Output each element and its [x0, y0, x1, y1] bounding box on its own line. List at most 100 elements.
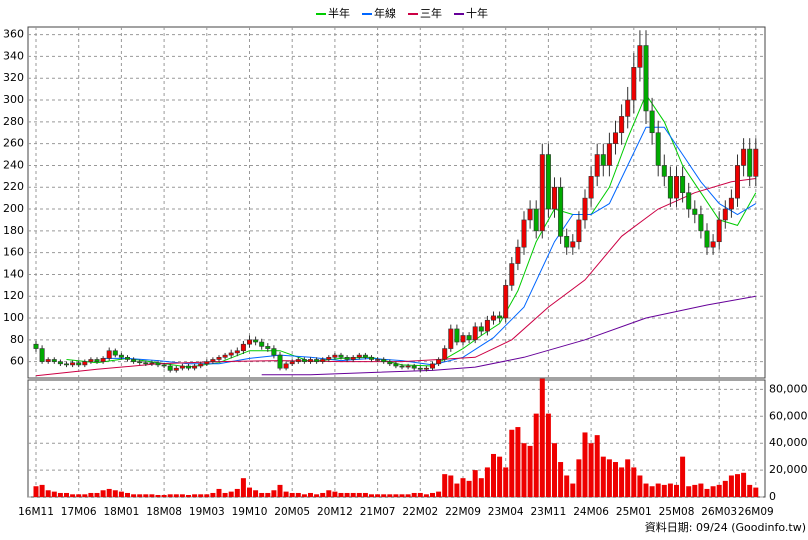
volume-bar: [503, 467, 509, 497]
volume-bar: [118, 491, 124, 497]
candle-body: [362, 354, 368, 358]
volume-bar: [112, 490, 118, 497]
y-tick-label: 340: [3, 49, 24, 62]
candle-body: [741, 148, 747, 166]
volume-bar: [94, 492, 100, 497]
volume-bar: [198, 494, 204, 497]
volume-bar: [411, 492, 417, 497]
candle-body: [600, 154, 606, 166]
y-tick-label: 80: [10, 333, 24, 346]
volume-bar: [173, 494, 179, 497]
candle-body: [588, 176, 594, 199]
candle-body: [728, 197, 734, 210]
volume-bar: [393, 494, 399, 497]
y-tick-label: 120: [3, 289, 24, 302]
candle-body: [655, 132, 661, 166]
candle-body: [51, 359, 57, 362]
volume-bar: [277, 484, 283, 497]
candle-body: [295, 359, 301, 362]
volume-bar: [680, 456, 686, 497]
legend-label: 半年: [328, 6, 350, 20]
x-tick-label: 22M09: [445, 506, 481, 518]
candle-body: [320, 359, 326, 362]
volume-bar: [204, 494, 210, 497]
volume-tick-label: 80,000: [769, 382, 808, 395]
price-panel: [27, 26, 766, 379]
candle-body: [375, 359, 381, 361]
candle-body: [411, 365, 417, 369]
candle-body: [454, 328, 460, 343]
legend-label: 年線: [374, 6, 396, 20]
x-tick-label: 22M02: [402, 506, 438, 518]
volume-bar: [655, 483, 661, 497]
volume-bar: [448, 475, 454, 497]
y-tick-label: 100: [3, 311, 24, 324]
volume-bar: [155, 494, 161, 497]
candle-body: [64, 363, 70, 366]
source-note: 資料日期: 09/24 (Goodinfo.tw): [645, 520, 806, 534]
volume-bar: [265, 492, 271, 497]
volume-bar: [442, 474, 448, 497]
x-tick-label: 19M03: [189, 506, 225, 518]
candle-body: [222, 354, 228, 358]
volume-bar: [521, 443, 527, 497]
x-tick-label: 19M10: [232, 506, 268, 518]
volume-bar: [240, 478, 246, 497]
volume-bar: [497, 456, 503, 497]
candle-body: [643, 45, 649, 112]
volume-bar: [143, 494, 149, 497]
volume-bar: [344, 492, 350, 497]
volume-bar: [741, 472, 747, 497]
candle-body: [667, 176, 673, 199]
volume-bar: [338, 492, 344, 497]
volume-bar: [51, 491, 57, 497]
candle-body: [576, 219, 582, 243]
candle-body: [539, 154, 545, 232]
x-tick-label: 26M09: [738, 506, 774, 518]
volume-bar: [179, 494, 185, 497]
candle-body: [490, 315, 496, 321]
volume-bar: [125, 492, 130, 497]
candle-body: [515, 246, 521, 264]
candle-body: [619, 116, 625, 134]
y-tick-label: 220: [3, 180, 24, 193]
volume-panel: [27, 379, 766, 498]
y-tick-label: 240: [3, 158, 24, 171]
volume-bar: [716, 484, 722, 497]
candle-body: [70, 362, 76, 366]
volume-bar: [423, 494, 429, 497]
candle-body: [265, 346, 271, 349]
candle-body: [631, 67, 637, 101]
candle-body: [680, 176, 686, 193]
candle-body: [118, 354, 124, 358]
x-tick-label: 20M05: [274, 506, 310, 518]
candle-body: [94, 359, 100, 362]
volume-tick-label: 0: [769, 490, 776, 503]
candle-body: [247, 339, 253, 345]
volume-bar: [588, 443, 594, 497]
candle-body: [381, 359, 387, 362]
volume-bar: [539, 378, 545, 497]
candle-body: [332, 354, 338, 358]
candle-body: [564, 235, 570, 248]
volume-bar: [405, 494, 411, 497]
candle-body: [204, 361, 210, 365]
volume-bar: [698, 483, 704, 497]
volume-bar: [686, 486, 692, 497]
x-tick-label: 18M01: [104, 506, 140, 518]
candle-body: [106, 350, 112, 359]
candle-body: [393, 363, 399, 367]
volume-bar: [301, 494, 307, 497]
volume-bar: [619, 467, 625, 497]
y-tick-label: 280: [3, 115, 24, 128]
volume-bar: [631, 467, 637, 497]
volume-bar: [295, 492, 301, 497]
candle-body: [722, 208, 728, 221]
volume-bar: [375, 494, 381, 497]
candle-body: [39, 348, 45, 362]
volume-bar: [436, 491, 442, 497]
volume-bar: [552, 443, 557, 497]
candle-body: [558, 186, 564, 237]
candle-body: [368, 356, 374, 360]
candle-body: [661, 165, 667, 177]
